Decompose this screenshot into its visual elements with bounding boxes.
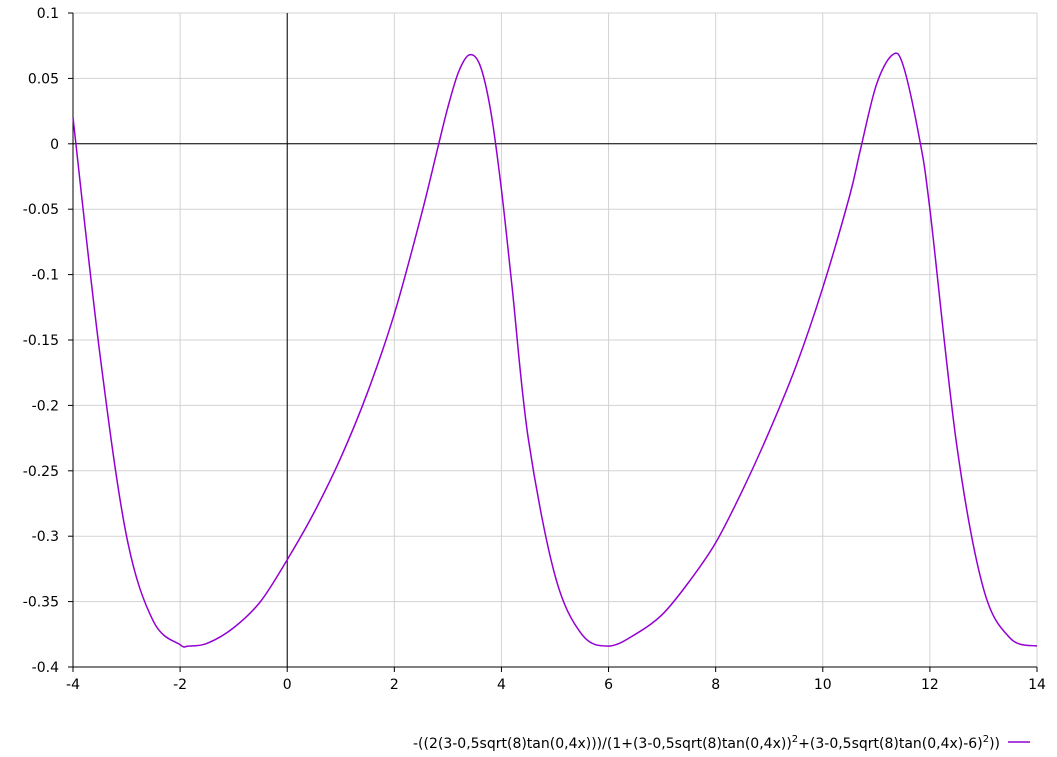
axes	[68, 12, 1038, 672]
y-tick-label: -0.2	[32, 398, 59, 414]
y-tick-label: -0.35	[23, 595, 59, 611]
x-tick-label: -4	[66, 677, 80, 693]
x-tick-label: 6	[604, 677, 613, 693]
y-tick-label: -0.05	[23, 202, 59, 218]
x-tick-label: 0	[283, 677, 292, 693]
x-tick-label: 4	[497, 677, 506, 693]
legend-label: -((2(3-0,5sqrt(8)tan(0,4x)))/(1+(3-0,5sq…	[413, 734, 1000, 752]
grid	[72, 12, 1038, 668]
legend: -((2(3-0,5sqrt(8)tan(0,4x)))/(1+(3-0,5sq…	[413, 734, 1030, 752]
y-tick-label: 0.1	[37, 6, 59, 22]
y-tick-label: 0	[50, 137, 59, 153]
x-tick-label: -2	[173, 677, 187, 693]
x-tick-label: 2	[390, 677, 399, 693]
y-tick-label: -0.1	[32, 268, 59, 284]
x-tick-label: 8	[711, 677, 720, 693]
legend-sup-2: 2	[983, 734, 989, 745]
y-tick-label: -0.3	[32, 529, 59, 545]
y-tick-label: -0.25	[23, 464, 59, 480]
series-layer	[72, 52, 1038, 648]
tick-labels: -4 -2 0 2 4 6 8 10 12 14 0.1 0.05 0 -0.05 -0.1 -0.15 -0.…	[23, 6, 1046, 693]
legend-part-1: -((2(3-0,5sqrt(8)tan(0,4x)))/(1+(3-0,5sq…	[413, 736, 792, 752]
x-tick-label: 10	[814, 677, 832, 693]
legend-part-3: ))	[989, 736, 1000, 752]
x-tick-label: 14	[1028, 677, 1046, 693]
y-tick-label: -0.4	[32, 660, 59, 676]
series-line-0	[72, 52, 1038, 648]
legend-part-2: +(3-0,5sqrt(8)tan(0,4x)-6)	[798, 736, 983, 752]
y-tick-label: 0.05	[28, 71, 59, 87]
y-tick-label: -0.15	[23, 333, 59, 349]
legend-sup-1: 2	[792, 734, 798, 745]
x-tick-label: 12	[921, 677, 939, 693]
